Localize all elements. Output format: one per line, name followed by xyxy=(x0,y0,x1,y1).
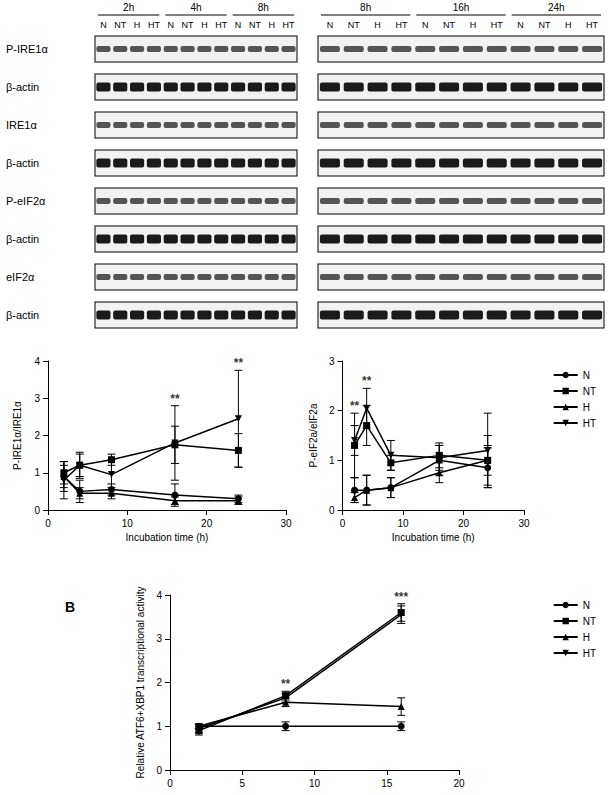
svg-text:**: ** xyxy=(234,356,244,370)
svg-text:P-IRE1α/IRE1α: P-IRE1α/IRE1α xyxy=(12,401,23,470)
svg-text:N: N xyxy=(583,600,590,611)
svg-text:eIF2α: eIF2α xyxy=(6,271,35,283)
svg-text:NT: NT xyxy=(348,20,360,30)
svg-text:H: H xyxy=(269,20,276,30)
svg-text:NT: NT xyxy=(443,20,455,30)
svg-text:3: 3 xyxy=(34,393,40,404)
svg-text:***: *** xyxy=(394,590,408,604)
svg-text:20: 20 xyxy=(453,778,465,789)
svg-text:0: 0 xyxy=(34,505,40,516)
svg-text:H: H xyxy=(134,20,141,30)
svg-text:HT: HT xyxy=(395,20,407,30)
svg-text:P-eIF2α: P-eIF2α xyxy=(6,195,46,207)
svg-text:0: 0 xyxy=(329,505,335,516)
svg-text:H: H xyxy=(583,632,590,643)
svg-text:H: H xyxy=(565,20,572,30)
svg-text:H: H xyxy=(374,20,381,30)
svg-text:B: B xyxy=(65,599,75,615)
svg-text:8h: 8h xyxy=(360,2,371,13)
svg-text:1: 1 xyxy=(156,721,162,732)
svg-text:Incubation time (h): Incubation time (h) xyxy=(392,532,475,543)
svg-text:NT: NT xyxy=(114,20,126,30)
svg-text:HT: HT xyxy=(148,20,160,30)
svg-text:HT: HT xyxy=(283,20,295,30)
svg-text:3: 3 xyxy=(329,356,335,367)
svg-text:8h: 8h xyxy=(258,2,269,13)
svg-text:HT: HT xyxy=(491,20,503,30)
svg-text:H: H xyxy=(201,20,208,30)
svg-text:4h: 4h xyxy=(190,2,201,13)
svg-text:Relative ATF6+XBP1 transcripti: Relative ATF6+XBP1 transcriptional activ… xyxy=(135,587,146,779)
svg-text:N: N xyxy=(327,20,334,30)
svg-text:HT: HT xyxy=(583,418,596,429)
svg-text:**: ** xyxy=(350,399,360,413)
svg-text:**: ** xyxy=(170,392,180,406)
svg-text:**: ** xyxy=(281,677,291,691)
svg-text:16h: 16h xyxy=(453,2,470,13)
svg-text:2h: 2h xyxy=(123,2,134,13)
svg-text:NT: NT xyxy=(182,20,194,30)
svg-text:3: 3 xyxy=(156,633,162,644)
svg-text:10: 10 xyxy=(309,778,321,789)
svg-text:15: 15 xyxy=(381,778,393,789)
svg-text:β-actin: β-actin xyxy=(6,81,39,93)
svg-text:P-IRE1α: P-IRE1α xyxy=(6,43,48,55)
svg-text:β-actin: β-actin xyxy=(6,157,39,169)
svg-text:NT: NT xyxy=(249,20,261,30)
svg-text:β-actin: β-actin xyxy=(6,309,39,321)
svg-text:1: 1 xyxy=(34,467,40,478)
svg-text:NT: NT xyxy=(583,386,596,397)
svg-text:H: H xyxy=(583,402,590,413)
svg-text:2: 2 xyxy=(156,677,162,688)
svg-text:0: 0 xyxy=(45,518,51,529)
svg-text:10: 10 xyxy=(122,518,134,529)
svg-text:30: 30 xyxy=(518,518,530,529)
svg-text:0: 0 xyxy=(340,518,346,529)
svg-text:NT: NT xyxy=(583,616,596,627)
svg-text:N: N xyxy=(517,20,524,30)
svg-text:IRE1α: IRE1α xyxy=(6,119,37,131)
svg-text:**: ** xyxy=(362,374,372,388)
svg-text:24h: 24h xyxy=(548,2,565,13)
svg-text:0: 0 xyxy=(156,765,162,776)
svg-text:20: 20 xyxy=(458,518,470,529)
svg-text:30: 30 xyxy=(280,518,292,529)
svg-text:2: 2 xyxy=(34,430,40,441)
svg-text:HT: HT xyxy=(586,20,598,30)
svg-text:5: 5 xyxy=(239,778,245,789)
svg-text:P-eIF2a/eIF2a: P-eIF2a/eIF2a xyxy=(308,403,319,467)
svg-text:N: N xyxy=(422,20,429,30)
svg-text:HT: HT xyxy=(583,648,596,659)
svg-text:N: N xyxy=(100,20,107,30)
svg-text:0: 0 xyxy=(167,778,173,789)
svg-text:1: 1 xyxy=(329,455,335,466)
svg-text:HT: HT xyxy=(215,20,227,30)
svg-text:4: 4 xyxy=(156,590,162,601)
svg-text:4: 4 xyxy=(34,356,40,367)
svg-text:NT: NT xyxy=(538,20,550,30)
svg-text:N: N xyxy=(235,20,242,30)
svg-text:Incubation time (h): Incubation time (h) xyxy=(126,532,209,543)
svg-text:N: N xyxy=(583,370,590,381)
svg-text:β-actin: β-actin xyxy=(6,233,39,245)
svg-text:H: H xyxy=(470,20,477,30)
svg-text:N: N xyxy=(168,20,175,30)
svg-text:10: 10 xyxy=(397,518,409,529)
svg-text:2: 2 xyxy=(329,405,335,416)
svg-text:20: 20 xyxy=(201,518,213,529)
